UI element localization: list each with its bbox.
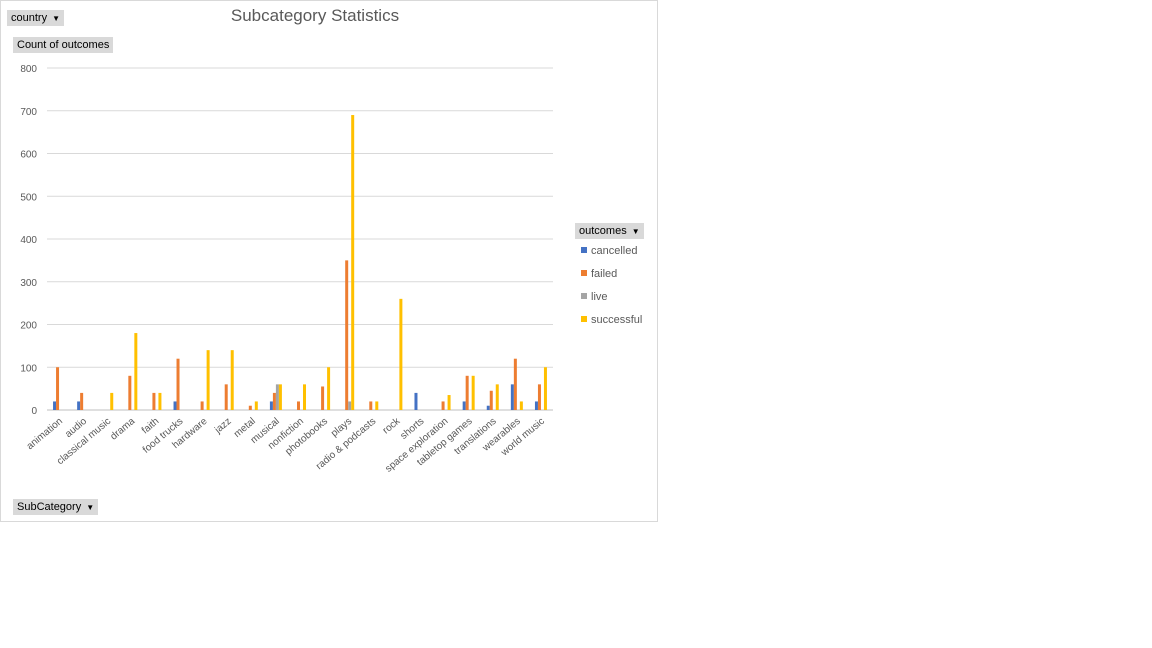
bar-successful <box>278 384 282 410</box>
bar-failed <box>489 390 493 410</box>
bar-failed <box>80 392 84 410</box>
y-tick-label: 700 <box>20 107 37 118</box>
bar-failed <box>200 401 204 410</box>
subcategory-axis-button[interactable]: SubCategory ▼ <box>13 499 99 515</box>
bar-cancelled <box>510 384 514 410</box>
bar-failed <box>56 367 60 410</box>
bar-successful <box>495 384 499 410</box>
bar-successful <box>399 298 403 410</box>
chart-title: Subcategory Statistics <box>230 6 400 25</box>
y-tick-label: 800 <box>20 64 37 75</box>
bar-successful <box>351 115 355 411</box>
y-tick-label: 100 <box>20 363 37 374</box>
bar-successful <box>471 375 475 410</box>
country-filter-button[interactable]: country ▼ <box>7 10 64 26</box>
y-tick-label: 600 <box>20 150 37 161</box>
bar-successful <box>254 401 258 410</box>
legend-item-successful: successful <box>581 313 642 327</box>
legend-swatch <box>581 247 587 254</box>
y-tick-label: 200 <box>20 321 37 332</box>
bar-successful <box>206 350 210 410</box>
x-tick-label: jazz <box>212 416 233 437</box>
bar-failed <box>537 384 541 410</box>
bar-successful <box>375 401 379 410</box>
bar-successful <box>543 367 547 410</box>
bar-failed <box>513 358 517 410</box>
bar-failed <box>369 401 373 410</box>
dropdown-arrow-icon: ▼ <box>631 227 640 236</box>
bar-failed <box>176 358 180 410</box>
bar-successful <box>303 384 306 410</box>
bar-successful <box>447 395 451 410</box>
legend-item-failed: failed <box>581 267 617 281</box>
y-tick-label: 300 <box>20 278 37 289</box>
bar-failed <box>248 405 252 410</box>
bar-cancelled <box>269 401 273 410</box>
y-tick-label: 500 <box>20 192 37 203</box>
bar-cancelled <box>486 405 490 410</box>
bar-cancelled <box>173 401 177 410</box>
bar-failed <box>272 392 276 410</box>
bar-cancelled <box>414 392 418 410</box>
dropdown-arrow-icon: ▼ <box>52 14 60 23</box>
bar-cancelled <box>77 401 81 410</box>
bar-live <box>348 401 352 410</box>
legend-label: failed <box>591 268 618 280</box>
pivot-chart: country ▼ Subcategory Statistics Count of… <box>0 0 658 522</box>
dropdown-arrow-icon: ▼ <box>86 503 95 512</box>
bar-failed <box>152 392 156 410</box>
bar-successful <box>327 367 331 410</box>
legend-item-cancelled: cancelled <box>581 244 637 258</box>
bar-cancelled <box>534 401 538 410</box>
legend-swatch <box>581 270 587 277</box>
bar-live <box>275 384 279 410</box>
x-tick-label: drama <box>108 416 137 443</box>
bar-cancelled <box>462 401 466 410</box>
bar-cancelled <box>53 401 57 410</box>
bar-successful <box>134 333 138 410</box>
bar-successful <box>230 350 234 410</box>
bar-failed <box>297 401 300 410</box>
bar-failed <box>128 375 132 410</box>
bar-failed <box>345 260 349 410</box>
legend-label: cancelled <box>591 245 638 257</box>
bar-failed <box>224 384 228 410</box>
outcomes-legend-label: outcomes <box>579 225 627 237</box>
legend-item-live: live <box>581 290 608 304</box>
bar-successful <box>519 401 523 410</box>
bar-failed <box>321 386 325 410</box>
chart-plot-area: 0100200300400500600700800animationaudioc… <box>20 64 553 475</box>
legend-swatch <box>581 316 587 323</box>
outcomes-legend-button[interactable]: outcomes ▼ <box>575 223 644 239</box>
bar-failed <box>441 401 445 410</box>
bar-failed <box>465 375 469 410</box>
value-field-label[interactable]: Count of outcomes <box>13 37 114 53</box>
x-tick-label: animation <box>25 416 65 452</box>
y-tick-label: 0 <box>31 406 37 417</box>
bar-successful <box>158 392 162 410</box>
subcategory-axis-label: SubCategory <box>17 501 82 513</box>
legend-label: successful <box>591 314 643 326</box>
y-tick-label: 400 <box>20 235 37 246</box>
country-filter-label: country <box>11 12 48 24</box>
legend-label: live <box>591 291 608 303</box>
legend-swatch <box>581 293 587 300</box>
bar-successful <box>110 392 114 410</box>
